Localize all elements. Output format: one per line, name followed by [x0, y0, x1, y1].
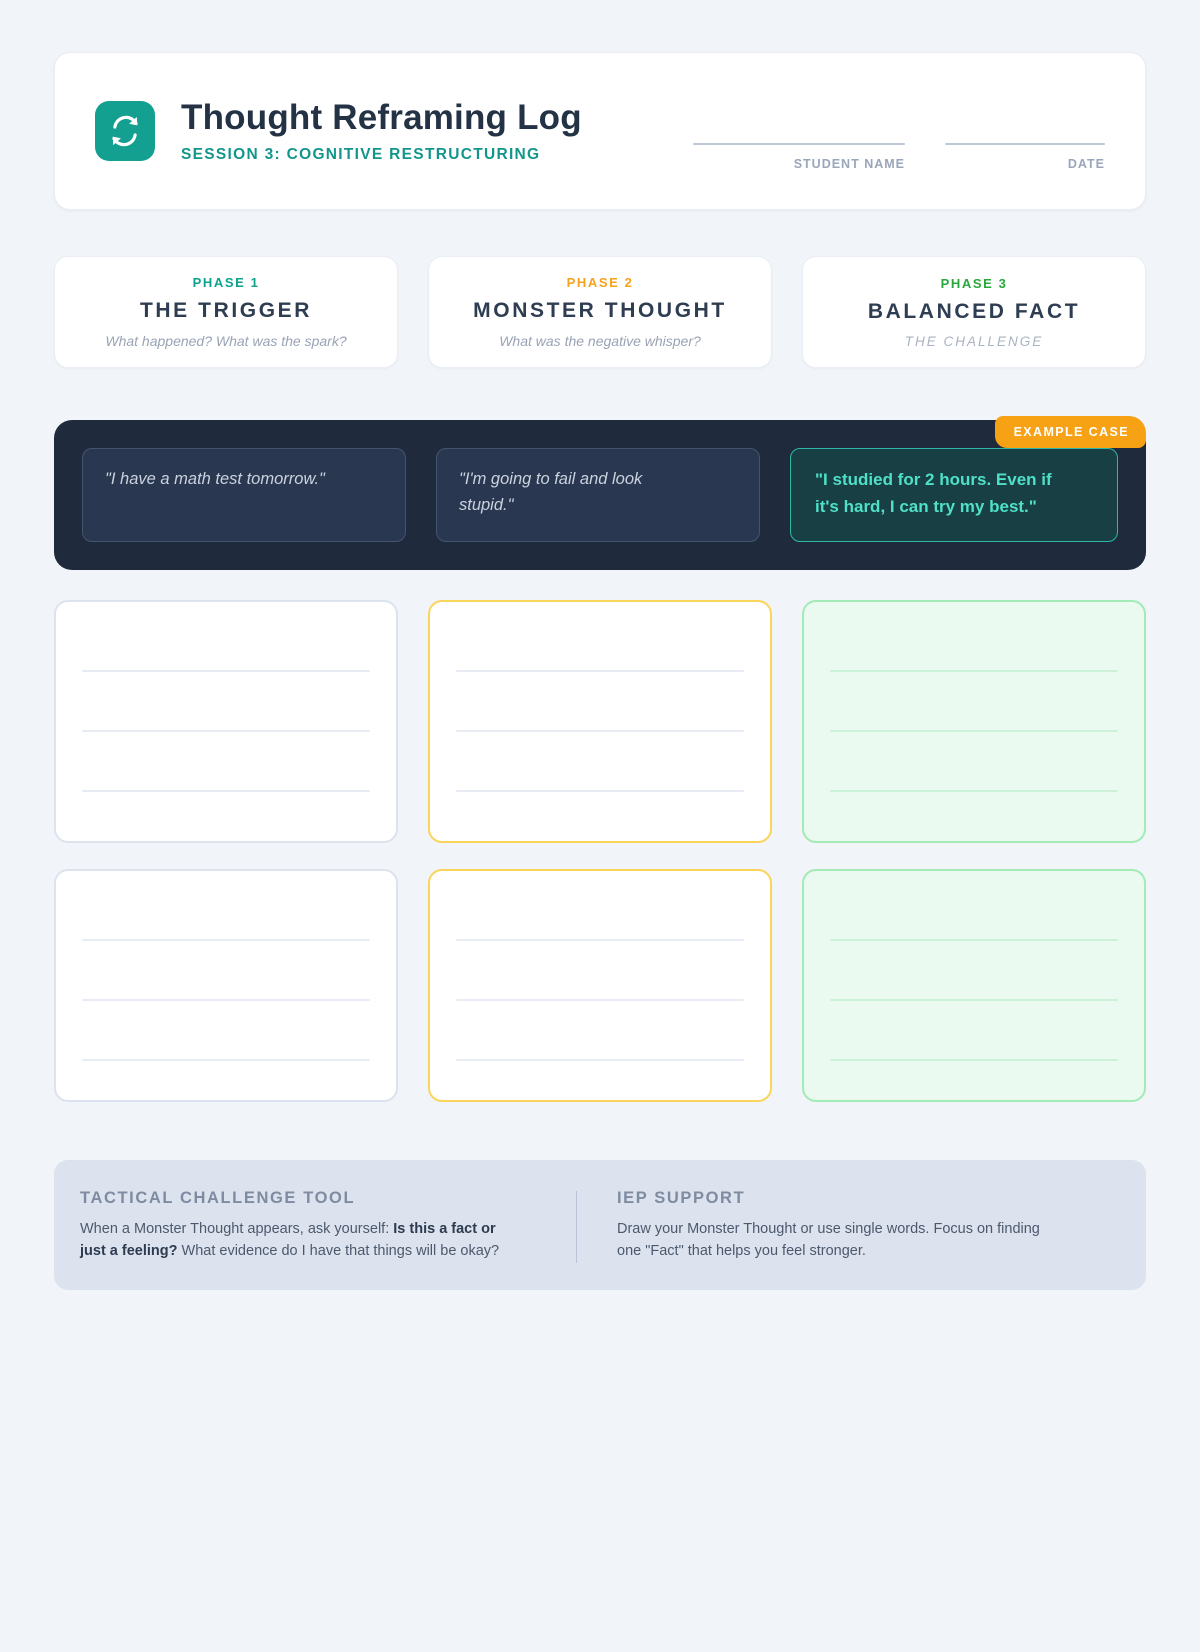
example-trigger-quote: "I have a math test tomorrow.": [82, 448, 406, 542]
date-blank-line[interactable]: [945, 143, 1105, 145]
phase-3-subtitle: THE CHALLENGE: [904, 333, 1044, 349]
student-name-field[interactable]: STUDENT NAME: [693, 143, 905, 171]
student-name-label: STUDENT NAME: [793, 157, 905, 171]
ruled-line: [830, 1059, 1118, 1061]
title-block: Thought Reframing Log SESSION 3: COGNITI…: [181, 98, 582, 164]
ruled-line: [456, 1059, 744, 1061]
date-field[interactable]: DATE: [945, 143, 1105, 171]
phase-2-title: MONSTER THOUGHT: [473, 299, 727, 322]
balanced-fact-writing-box-2[interactable]: [802, 869, 1146, 1102]
date-label: DATE: [1067, 157, 1105, 171]
phase-2-tag: PHASE 2: [566, 275, 634, 290]
support-panel: TACTICAL CHALLENGE TOOL When a Monster T…: [54, 1160, 1146, 1290]
body-text-bold: Is this a fact or just a feeling?: [80, 1221, 496, 1260]
ruled-line: [82, 790, 370, 792]
ruled-line: [830, 939, 1118, 941]
trigger-writing-box-1[interactable]: [54, 600, 398, 843]
entry-row-1: [54, 600, 1146, 843]
entry-row-2: [54, 869, 1146, 1102]
header-card: Thought Reframing Log SESSION 3: COGNITI…: [54, 52, 1146, 210]
page-title: Thought Reframing Log: [181, 98, 582, 137]
ruled-line: [456, 670, 744, 672]
phase-card-balanced-fact: PHASE 3 BALANCED FACT THE CHALLENGE: [802, 256, 1146, 368]
ruled-line: [82, 999, 370, 1001]
body-text: When a Monster Thought appears, ask your…: [80, 1221, 394, 1237]
ruled-line: [82, 730, 370, 732]
iep-support-title: IEP SUPPORT: [617, 1189, 746, 1207]
page-subtitle: SESSION 3: COGNITIVE RESTRUCTURING: [181, 146, 541, 163]
tactical-challenge-tool-title: TACTICAL CHALLENGE TOOL: [80, 1189, 356, 1207]
monster-thought-writing-box-2[interactable]: [428, 869, 772, 1102]
worksheet-page: Thought Reframing Log SESSION 3: COGNITI…: [54, 52, 1146, 1290]
student-name-blank-line[interactable]: [693, 143, 905, 145]
refresh-icon: [95, 101, 155, 161]
monster-thought-writing-box-1[interactable]: [428, 600, 772, 843]
ruled-line: [82, 1059, 370, 1061]
tactical-challenge-tool-section: TACTICAL CHALLENGE TOOL When a Monster T…: [80, 1189, 576, 1290]
example-fact-quote: "I studied for 2 hours. Even if it's har…: [790, 448, 1118, 542]
ruled-line: [830, 790, 1118, 792]
phase-1-title: THE TRIGGER: [139, 299, 313, 322]
phase-3-tag: PHASE 3: [940, 275, 1008, 291]
balanced-fact-writing-box-1[interactable]: [802, 600, 1146, 843]
iep-support-body: Draw your Monster Thought or use single …: [617, 1221, 1040, 1260]
vertical-divider: [576, 1191, 577, 1263]
example-monster-quote: "I'm going to fail and look stupid.": [436, 448, 760, 542]
phase-card-monster-thought: PHASE 2 MONSTER THOUGHT What was the neg…: [428, 256, 772, 368]
ruled-line: [456, 730, 744, 732]
body-text: What evidence do I have that things will…: [177, 1243, 500, 1260]
ruled-line: [830, 999, 1118, 1001]
example-case-panel: EXAMPLE CASE "I have a math test tomorro…: [54, 416, 1146, 570]
trigger-writing-box-2[interactable]: [54, 869, 398, 1102]
example-case-badge: EXAMPLE CASE: [994, 416, 1146, 448]
ruled-line: [830, 730, 1118, 732]
phase-1-tag: PHASE 1: [192, 275, 260, 290]
phase-header-row: PHASE 1 THE TRIGGER What happened? What …: [54, 256, 1146, 368]
tactical-challenge-tool-body: When a Monster Thought appears, ask your…: [80, 1218, 552, 1263]
phase-1-subtitle: What happened? What was the spark?: [105, 333, 347, 349]
ruled-line: [456, 939, 744, 941]
ruled-line: [456, 999, 744, 1001]
phase-2-subtitle: What was the negative whisper?: [499, 333, 701, 349]
iep-support-section: IEP SUPPORT Draw your Monster Thought or…: [577, 1189, 1051, 1290]
phase-3-title: BALANCED FACT: [867, 299, 1081, 323]
ruled-line: [82, 670, 370, 672]
phase-card-trigger: PHASE 1 THE TRIGGER What happened? What …: [54, 256, 398, 368]
ruled-line: [830, 670, 1118, 672]
header-fields: STUDENT NAME DATE: [693, 143, 1105, 171]
ruled-line: [82, 939, 370, 941]
ruled-line: [456, 790, 744, 792]
